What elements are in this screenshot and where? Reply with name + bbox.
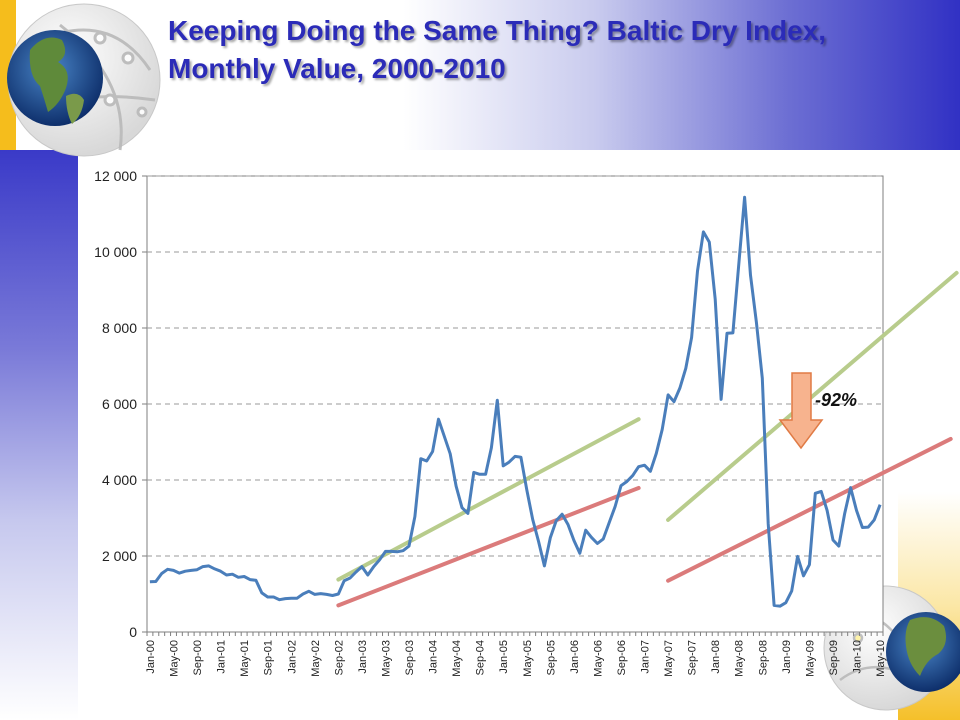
x-tick-label: Jan-07 [640, 640, 652, 674]
gridlines [147, 175, 883, 557]
x-tick-label: May-01 [239, 640, 251, 677]
x-tick-label: May-06 [592, 640, 604, 677]
x-tick-label: Sep-04 [475, 640, 487, 675]
x-tick-label: Jan-05 [498, 640, 510, 674]
x-tick-label: May-02 [310, 640, 322, 677]
x-tick-label: Jan-08 [710, 640, 722, 674]
x-tick-label: Jan-00 [145, 640, 157, 674]
x-tick-label: May-08 [734, 640, 746, 677]
x-tick-label: Sep-01 [263, 640, 275, 675]
x-axis-ticks: Jan-00 May-00 Sep-00 Jan-01 May-01 Sep-01 Jan-… [145, 632, 887, 677]
lower-trend-line [666, 436, 953, 583]
x-tick-label: Sep-02 [333, 640, 345, 675]
page-title: Keeping Doing the Same Thing? Baltic Dry… [168, 15, 827, 84]
y-axis-ticks: 0 2 000 4 000 6 000 8 000 10 000 12 000 [94, 168, 147, 640]
series-layer [149, 195, 882, 608]
x-tick-label: Jan-04 [428, 640, 440, 674]
x-tick-label: Jan-03 [357, 640, 369, 674]
lower-trend-line [336, 485, 641, 608]
y-tick-label: 2 000 [102, 548, 137, 564]
x-tick-label: May-09 [804, 640, 816, 677]
x-tick-label: Sep-03 [404, 640, 416, 675]
x-tick-label: May-05 [522, 640, 534, 677]
x-tick-label: May-04 [451, 640, 463, 677]
y-tick-label: 12 000 [94, 168, 137, 184]
x-tick-label: Sep-09 [828, 640, 840, 675]
y-tick-label: 8 000 [102, 320, 137, 336]
x-tick-label: Jan-10 [852, 640, 864, 674]
globe-logo-top-left [7, 3, 161, 157]
x-tick-label: May-07 [663, 640, 675, 677]
x-tick-label: Jan-02 [286, 640, 298, 674]
x-tick-label: Jan-01 [216, 640, 228, 674]
y-tick-label: 4 000 [102, 472, 137, 488]
upper-trend-line [666, 270, 959, 522]
left-gradient-strip [0, 150, 78, 720]
x-tick-label: May-10 [875, 640, 887, 677]
x-tick-label: May-03 [380, 640, 392, 677]
x-tick-label: Jan-09 [781, 640, 793, 674]
x-tick-label: Sep-05 [545, 640, 557, 675]
x-tick-label: Sep-07 [687, 640, 699, 675]
drop-annotation: -92% [778, 372, 857, 450]
x-tick-label: Sep-08 [757, 640, 769, 675]
x-tick-label: May-00 [168, 640, 180, 677]
bdi-line-chart: 0 2 000 4 000 6 000 8 000 10 000 12 000 Jan-00… [94, 168, 959, 677]
y-tick-label: 0 [129, 624, 137, 640]
down-arrow-icon [778, 372, 824, 450]
bdi-series-line [149, 195, 882, 608]
drop-percentage-label: -92% [815, 390, 857, 410]
x-tick-label: Jan-06 [569, 640, 581, 674]
y-tick-label: 10 000 [94, 244, 137, 260]
x-tick-label: Sep-00 [192, 640, 204, 675]
y-tick-label: 6 000 [102, 396, 137, 412]
x-tick-label: Sep-06 [616, 640, 628, 675]
